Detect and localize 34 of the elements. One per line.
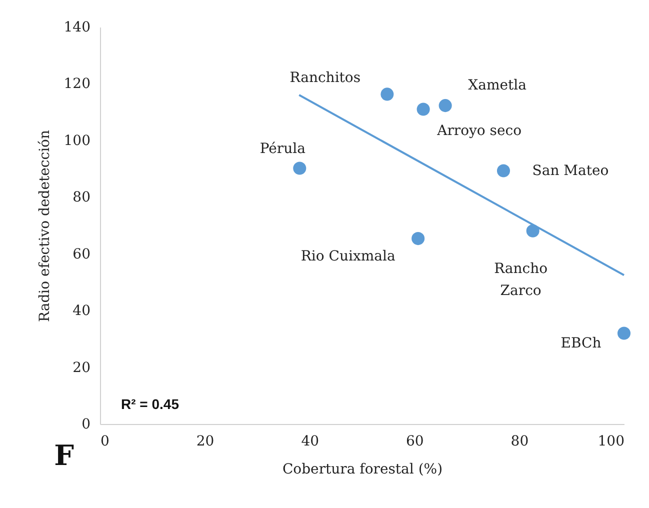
point bbox=[496, 164, 510, 178]
x-tick-label: 20 bbox=[196, 434, 214, 450]
x-tick-label: 60 bbox=[406, 434, 424, 450]
point bbox=[617, 326, 631, 340]
annotation: Pérula bbox=[260, 141, 306, 158]
y-tick-label: 60 bbox=[72, 246, 90, 262]
text: F bbox=[54, 439, 74, 472]
annotation: EBCh bbox=[560, 335, 602, 352]
annotation: Xametla bbox=[468, 78, 526, 94]
annotation: San Mateo bbox=[532, 162, 609, 179]
annotation: Ranchitos bbox=[290, 70, 361, 86]
point bbox=[416, 102, 430, 116]
x-tick-label: 100 bbox=[598, 434, 624, 450]
x-tick-label: 80 bbox=[510, 434, 529, 450]
y-tick-label: 40 bbox=[72, 303, 90, 320]
y-tick-label: 140 bbox=[64, 20, 90, 36]
point bbox=[380, 88, 394, 101]
x-tick-label: 0 bbox=[100, 434, 110, 450]
annotation: Rio Cuixmala bbox=[300, 248, 396, 265]
annotation: Rancho Zarco bbox=[494, 260, 548, 299]
annotation: Arroyo seco bbox=[436, 123, 522, 140]
x-tick-label: 40 bbox=[301, 434, 320, 450]
point bbox=[293, 162, 306, 175]
x-axis-title: Cobertura forestal (%) bbox=[282, 462, 443, 478]
annotation: R² = 0.45 bbox=[121, 396, 180, 412]
y-axis-title: Radio efectivo dedetección bbox=[36, 130, 53, 322]
y-tick-label: 80 bbox=[72, 190, 90, 206]
point bbox=[438, 99, 452, 112]
y-tick-label: 20 bbox=[72, 360, 90, 376]
y-tick-label: 0 bbox=[82, 416, 90, 432]
point bbox=[526, 224, 540, 238]
y-tick-label: 120 bbox=[64, 76, 90, 92]
point bbox=[412, 232, 425, 246]
y-tick-label: 100 bbox=[64, 132, 90, 149]
